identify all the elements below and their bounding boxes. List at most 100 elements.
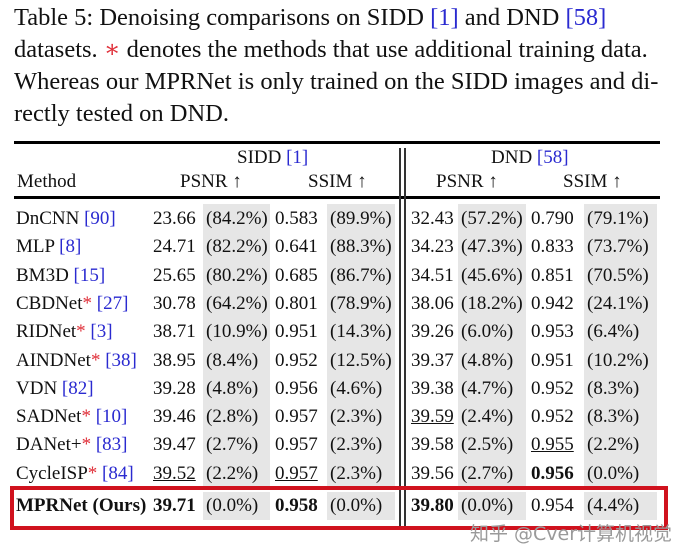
table-row: MLP [8] 24.71 (82.2%) 0.641 (88.3%) 34.23 (47.… — [0, 232, 684, 263]
asterisk-symbol: * — [90, 349, 101, 371]
dnd-ssim-cell: 0.851 — [528, 262, 584, 290]
sidd-psnr-cell: 23.66 — [150, 205, 203, 233]
sidd-psnr-drop-cell: (2.7%) — [203, 430, 270, 461]
method-name: CycleISP* [84] — [16, 460, 134, 488]
sidd-psnr-drop-value: (0.0%) — [206, 495, 259, 516]
dnd-psnr-value: 39.26 — [411, 321, 454, 343]
method-name: DANet+* [83] — [16, 431, 128, 459]
citation-link[interactable]: [58] — [565, 4, 607, 31]
method-label: SADNet — [16, 406, 82, 428]
sidd-ssim-drop-cell: (86.7%) — [327, 260, 395, 291]
dnd-ssim-drop-value: (0.0%) — [587, 462, 640, 484]
method-name: BM3D [15] — [16, 262, 105, 290]
dnd-psnr-cell: 39.26 — [408, 318, 458, 346]
citation-link[interactable]: [38] — [105, 349, 137, 371]
sidd-psnr-cell: 39.47 — [150, 431, 203, 459]
dnd-ssim-value: 0.851 — [531, 264, 574, 286]
sidd-psnr-value: 39.71 — [153, 495, 196, 516]
dnd-psnr-drop-value: (45.6%) — [461, 264, 523, 286]
dnd-psnr-drop-cell: (47.3%) — [458, 232, 526, 263]
dnd-header: DND [58] — [491, 147, 569, 169]
dnd-psnr-value: 39.56 — [411, 462, 454, 484]
caption-text: datasets. — [14, 36, 104, 63]
citation-link[interactable]: [84] — [102, 462, 134, 484]
sidd-ssim-drop-cell: (0.0%) — [327, 492, 395, 520]
table-row: DANet+* [83] 39.47 (2.7%) 0.957 (2.3%) 39.58 (… — [0, 430, 684, 461]
table-row: MPRNet (Ours) 39.71 (0.0%) 0.958 (0.0%) 39.80… — [0, 492, 684, 520]
citation-link[interactable]: [1] — [430, 4, 459, 31]
dnd-psnr-cell: 39.58 — [408, 431, 458, 459]
citation-link[interactable]: [10] — [95, 406, 128, 428]
sidd-ssim-drop-cell: (89.9%) — [327, 204, 395, 234]
citation-link[interactable]: [15] — [73, 264, 106, 286]
citation-link[interactable]: [58] — [536, 147, 569, 168]
dnd-psnr-drop-cell: (57.2%) — [458, 204, 526, 234]
dnd-ssim-value: 0.952 — [531, 377, 574, 399]
sidd-ssim-cell: 0.583 — [272, 205, 327, 233]
method-label: VDN — [16, 377, 58, 399]
sidd-psnr-drop-value: (2.2%) — [206, 462, 259, 484]
table-caption: Table 5: Denoising comparisons on SIDD [… — [14, 2, 674, 130]
sidd-psnr-value: 25.65 — [153, 264, 196, 286]
sidd-psnr-drop-value: (80.2%) — [206, 264, 268, 286]
table-row: AINDNet* [38] 38.95 (8.4%) 0.952 (12.5%) 39.3… — [0, 345, 684, 376]
citation-link[interactable]: [3] — [90, 321, 113, 343]
dnd-psnr-value: 39.59 — [411, 406, 454, 428]
table-row: VDN [82] 39.28 (4.8%) 0.956 (4.6%) 39.38 (4.7%… — [0, 373, 684, 404]
dnd-psnr-drop-cell: (4.7%) — [458, 373, 526, 404]
citation-link[interactable]: [82] — [61, 377, 94, 399]
dnd-ssim-drop-cell: (24.1%) — [584, 288, 657, 319]
dnd-ssim-cell: 0.942 — [528, 290, 584, 318]
dnd-psnr-drop-cell: (2.7%) — [458, 458, 526, 489]
citation-link[interactable]: [83] — [95, 434, 128, 456]
sidd-psnr-drop-value: (64.2%) — [206, 292, 268, 314]
citation-link[interactable]: [27] — [96, 292, 129, 314]
method-label: MLP — [16, 236, 55, 258]
sidd-ssim-value: 0.956 — [275, 377, 318, 399]
watermark: 知乎 @Cver计算机视觉 — [470, 523, 673, 545]
dnd-psnr-value: 39.58 — [411, 434, 454, 456]
dnd-ssim-drop-cell: (10.2%) — [584, 345, 657, 376]
sidd-psnr-drop-cell: (0.0%) — [203, 492, 270, 520]
method-name: AINDNet* [38] — [16, 347, 137, 375]
sidd-psnr-cell: 39.71 — [150, 492, 203, 520]
top-rule — [14, 141, 660, 144]
dnd-psnr-drop-cell: (2.4%) — [458, 402, 526, 433]
sidd-psnr-cell: 30.78 — [150, 290, 203, 318]
sidd-ssim-drop-value: (89.9%) — [330, 208, 392, 229]
method-name: DnCNN [90] — [16, 205, 116, 233]
sidd-psnr-cell: 39.46 — [150, 403, 203, 431]
method-name: VDN [82] — [16, 375, 94, 403]
caption-text: and DND — [458, 4, 566, 31]
citation-link[interactable]: [8] — [59, 236, 82, 258]
dnd-ssim-cell: 0.955 — [528, 431, 584, 459]
dnd-ssim-value: 0.954 — [531, 495, 574, 516]
dnd-ssim-drop-cell: (4.4%) — [584, 492, 657, 520]
sidd-psnr-drop-cell: (2.8%) — [203, 402, 270, 433]
sidd-ssim-drop-cell: (14.3%) — [327, 317, 395, 348]
sidd-psnr-value: 39.46 — [153, 406, 196, 428]
citation-link[interactable]: [1] — [286, 147, 309, 168]
sidd-ssim-value: 0.957 — [275, 434, 318, 456]
dnd-psnr-drop-cell: (0.0%) — [458, 492, 526, 520]
header-text: SIDD — [237, 147, 287, 168]
dnd-ssim-cell: 0.951 — [528, 347, 584, 375]
dnd-psnr-drop-cell: (2.5%) — [458, 430, 526, 461]
dnd-psnr-drop-cell: (45.6%) — [458, 260, 526, 291]
dnd-ssim-cell: 0.953 — [528, 318, 584, 346]
dnd-psnr-value: 39.80 — [411, 495, 454, 516]
dnd-ssim-drop-value: (2.2%) — [587, 434, 640, 456]
sidd-psnr-drop-value: (84.2%) — [206, 208, 268, 229]
table-row: CBDNet* [27] 30.78 (64.2%) 0.801 (78.9%) 38.0… — [0, 288, 684, 319]
sidd-ssim-drop-value: (2.3%) — [330, 462, 383, 484]
citation-link[interactable]: [90] — [84, 208, 116, 229]
sidd-ssim-drop-value: (0.0%) — [330, 495, 383, 516]
sidd-ssim-value: 0.957 — [275, 406, 318, 428]
method-name: SADNet* [10] — [16, 403, 127, 431]
dnd-psnr-drop-value: (6.0%) — [461, 321, 514, 343]
dnd-ssim-cell: 0.833 — [528, 233, 584, 261]
dnd-ssim-drop-value: (79.1%) — [587, 208, 649, 229]
sidd-ssim-header: SSIM ↑ — [308, 171, 367, 192]
dnd-psnr-cell: 39.38 — [408, 375, 458, 403]
dnd-ssim-value: 0.942 — [531, 292, 574, 314]
